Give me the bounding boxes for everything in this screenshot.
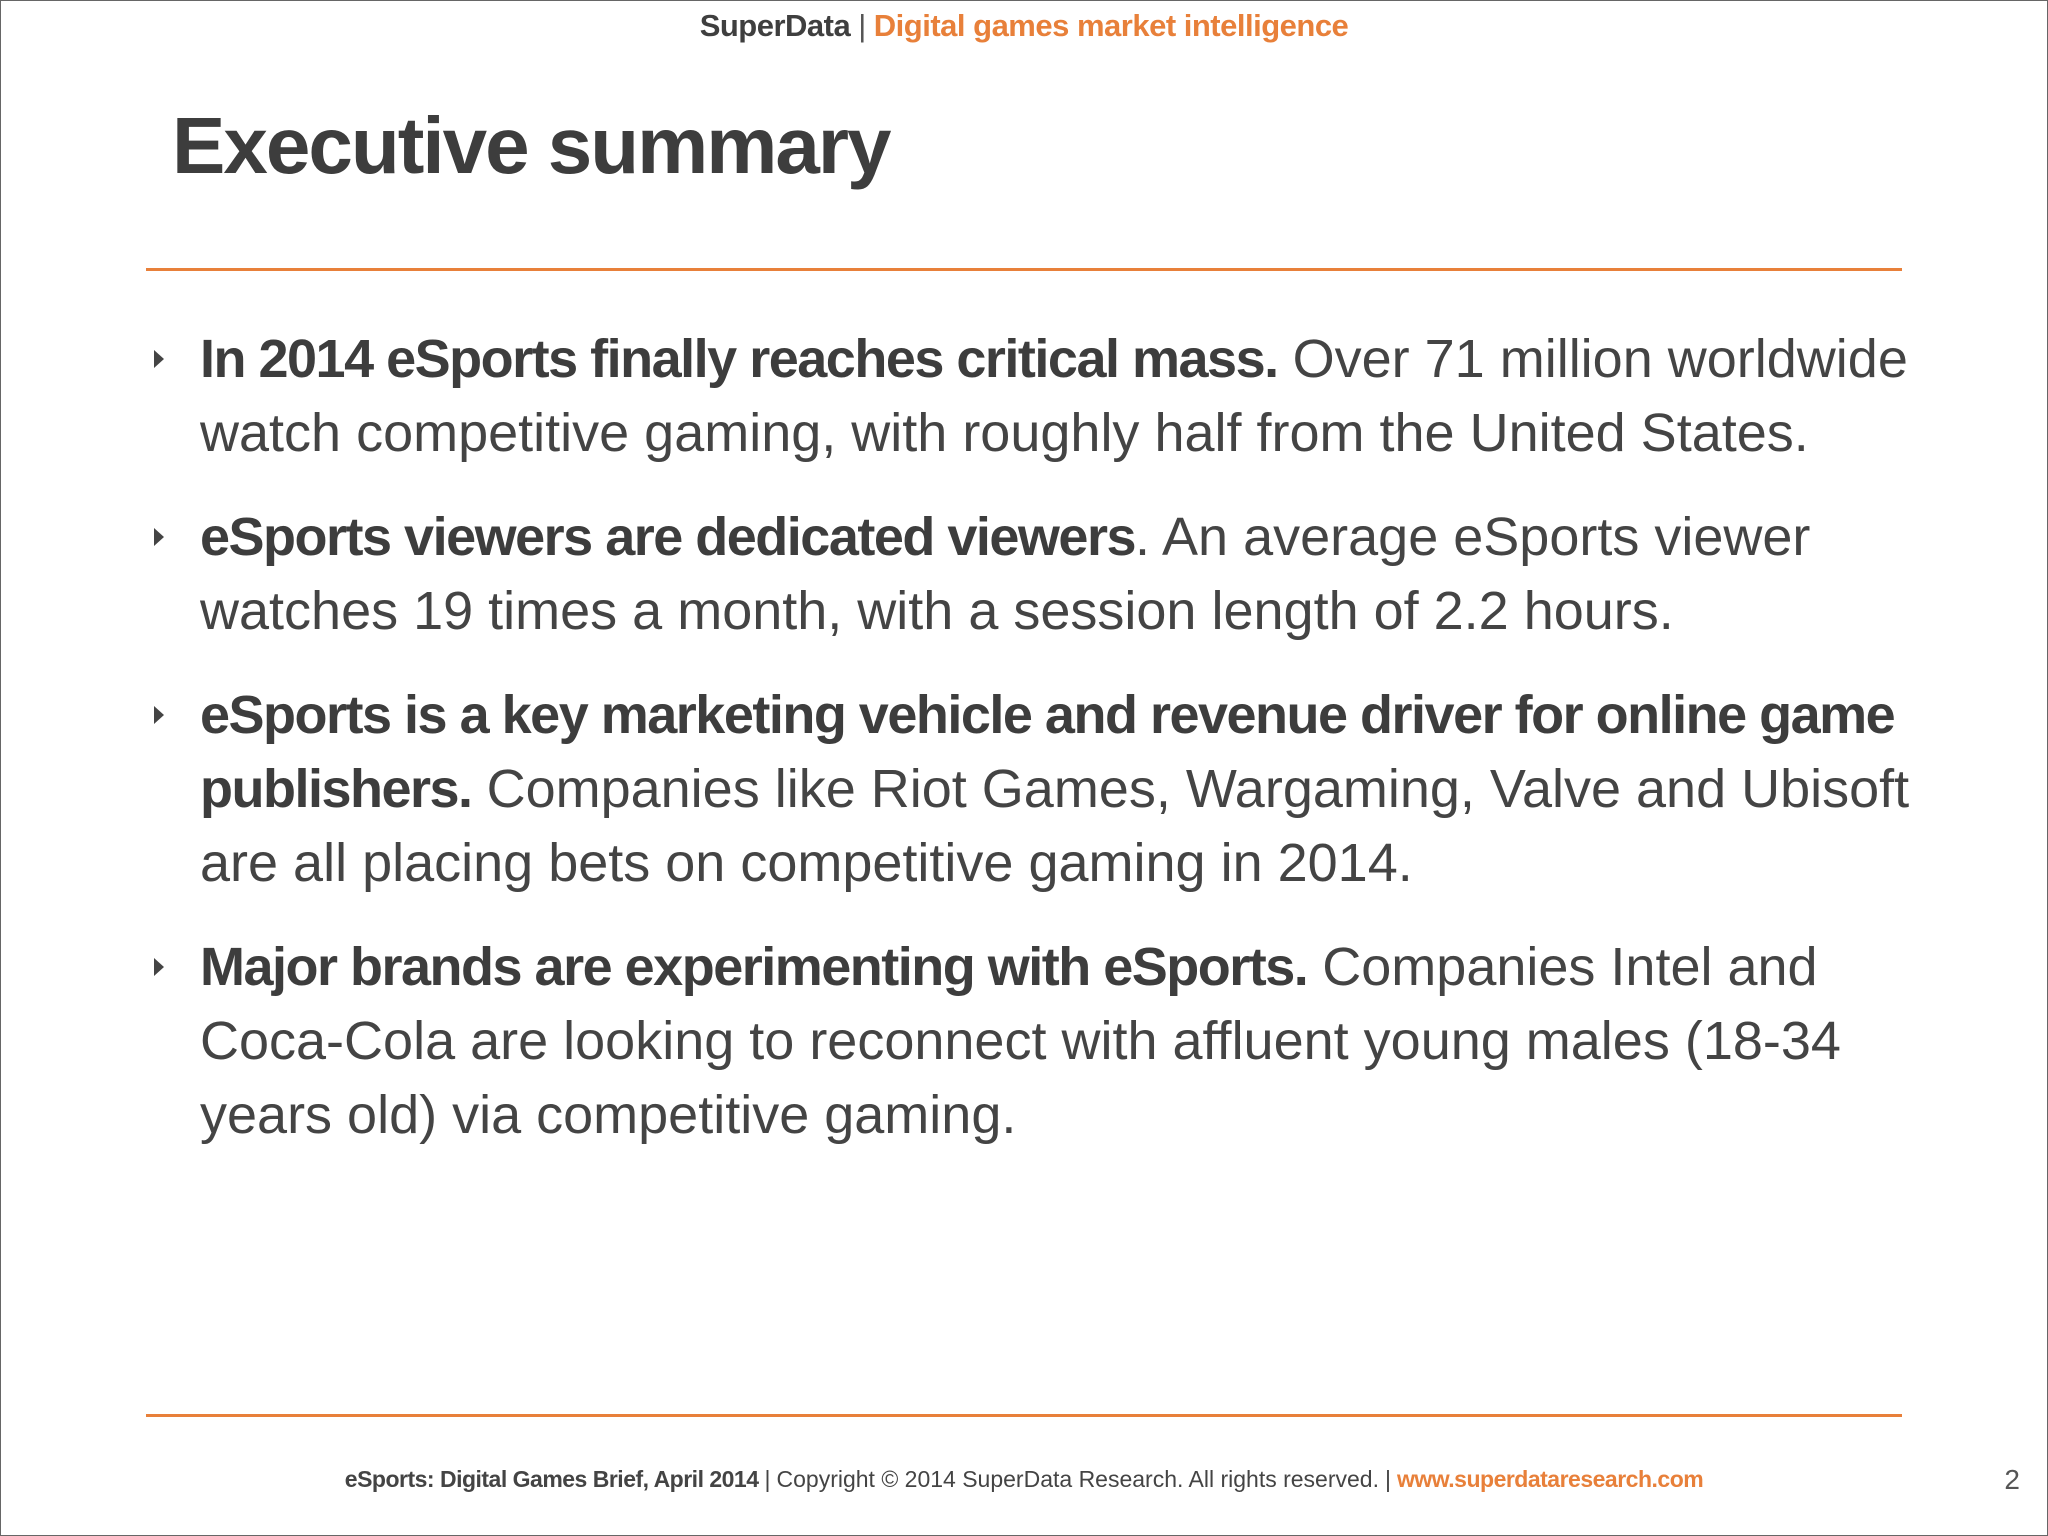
bullet-bold: eSports viewers are dedicated viewers [200,507,1137,567]
bullet-bold: Major brands are experimenting with eSpo… [200,937,1309,997]
separator: | [858,8,866,43]
bullet-text: Over 71 million worldwide watch competit… [200,329,1908,463]
bullet-arrow [154,706,164,724]
bullet-arrow [154,958,164,976]
bullet-bold: eSports is a key marketing vehicle and r… [200,685,1896,819]
separator: | [1384,1466,1391,1492]
bottom-rule [146,1414,1902,1417]
bullet-text: Companies like Riot Games, Wargaming, Va… [200,759,1910,893]
separator: | [764,1466,771,1492]
report-name: eSports: Digital Games Brief, April 2014 [344,1466,759,1492]
header: SuperData | Digital games market intellige… [0,8,2048,44]
bullet-text: . An average eSports viewer watches 19 t… [200,507,1811,641]
bullet: eSports is a key marketing vehicle and r… [154,678,1920,900]
top-rule [146,268,1902,271]
bullet: eSports viewers are dedicated viewers. A… [154,500,1920,648]
tagline: Digital games market intelligence [873,8,1349,43]
bullet-list: In 2014 eSports finally reaches critical… [154,322,1920,1182]
bullet: Major brands are experimenting with eSpo… [154,930,1920,1152]
footer: eSports: Digital Games Brief, April 2014… [0,1466,2048,1493]
bullet-text: Companies Intel and Coca-Cola are lookin… [200,937,1841,1145]
website: www.superdataresearch.com [1396,1466,1704,1492]
title: Executive summary [172,101,892,190]
bullet-arrow [154,350,164,368]
bullet-arrow [154,528,164,546]
brand: SuperData [699,8,851,43]
copyright: Copyright © 2014 SuperData Research. All… [776,1466,1379,1492]
page-number: 2 [2004,1464,2020,1495]
bullet: In 2014 eSports finally reaches critical… [154,322,1920,470]
bullet-bold: In 2014 eSports finally reaches critical… [200,329,1279,389]
